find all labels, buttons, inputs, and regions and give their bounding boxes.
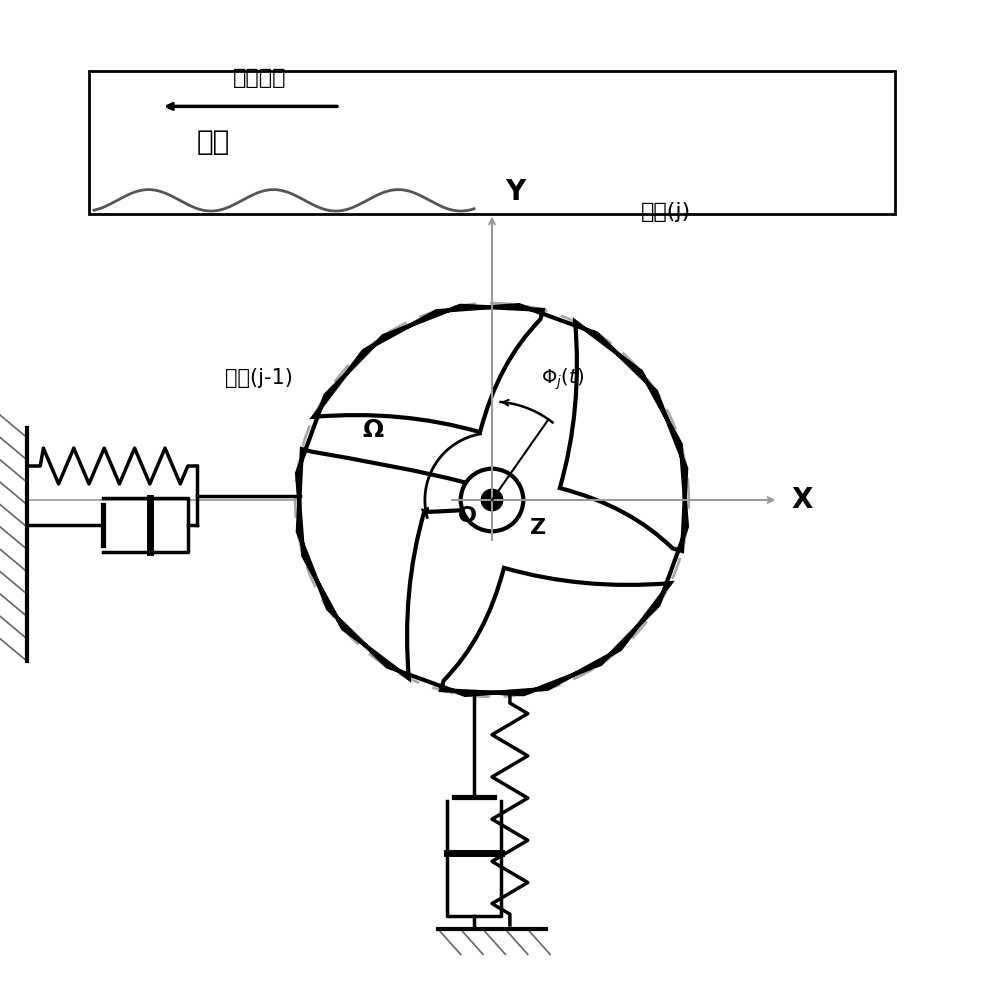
Circle shape [461, 469, 523, 531]
Text: Z: Z [529, 518, 546, 538]
Text: O: O [458, 506, 477, 526]
FancyBboxPatch shape [90, 71, 894, 214]
Circle shape [481, 489, 503, 511]
PathPatch shape [297, 305, 687, 695]
Text: Ω: Ω [362, 418, 384, 442]
Text: Y: Y [506, 178, 525, 206]
Text: 工件: 工件 [197, 128, 230, 156]
Text: 运动方向: 运动方向 [232, 68, 286, 88]
Text: $\Phi_j(t)$: $\Phi_j(t)$ [541, 367, 584, 392]
Text: 刀刃(j-1): 刀刃(j-1) [225, 368, 293, 388]
Text: 刀刃(j): 刀刃(j) [642, 202, 692, 222]
Text: X: X [792, 486, 813, 514]
